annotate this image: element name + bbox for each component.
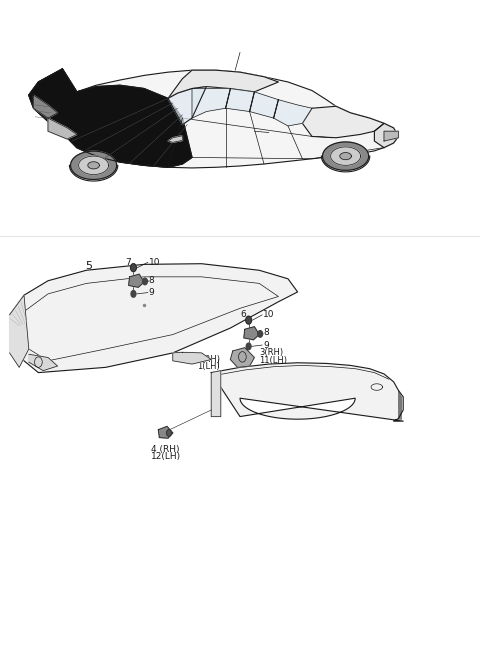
Polygon shape — [29, 69, 398, 168]
Text: 6: 6 — [240, 310, 246, 319]
Circle shape — [167, 430, 171, 436]
Polygon shape — [211, 371, 221, 417]
Polygon shape — [250, 92, 278, 118]
Text: 1(LH): 1(LH) — [197, 361, 220, 371]
Polygon shape — [158, 426, 173, 438]
Polygon shape — [29, 69, 192, 167]
Circle shape — [131, 291, 136, 297]
Text: 9: 9 — [149, 288, 155, 297]
Polygon shape — [79, 156, 108, 174]
Text: 8: 8 — [149, 276, 155, 285]
Polygon shape — [211, 363, 403, 421]
Text: 11(LH): 11(LH) — [259, 356, 287, 365]
Polygon shape — [10, 295, 29, 367]
Circle shape — [131, 264, 136, 272]
Polygon shape — [71, 151, 117, 180]
Text: 12(LH): 12(LH) — [151, 452, 180, 461]
Polygon shape — [274, 100, 312, 126]
Circle shape — [258, 331, 263, 337]
Text: 10: 10 — [149, 258, 160, 267]
Polygon shape — [384, 131, 398, 141]
Polygon shape — [129, 274, 144, 287]
Text: 8: 8 — [263, 328, 269, 337]
Polygon shape — [48, 118, 77, 139]
Polygon shape — [226, 89, 254, 112]
Circle shape — [143, 278, 147, 285]
Polygon shape — [173, 352, 211, 364]
Text: 4 (RH): 4 (RH) — [151, 445, 180, 454]
Polygon shape — [244, 327, 259, 340]
Polygon shape — [374, 123, 398, 148]
Polygon shape — [230, 348, 254, 367]
Polygon shape — [168, 87, 206, 125]
Text: 2(RH): 2(RH) — [197, 355, 221, 364]
Polygon shape — [10, 264, 298, 373]
Text: 7: 7 — [125, 258, 131, 267]
Polygon shape — [323, 142, 369, 171]
Text: 9: 9 — [263, 340, 269, 350]
Polygon shape — [168, 136, 182, 142]
Polygon shape — [168, 70, 278, 98]
Polygon shape — [340, 153, 351, 159]
Polygon shape — [29, 354, 58, 371]
Polygon shape — [302, 106, 384, 138]
Circle shape — [246, 316, 252, 324]
Polygon shape — [192, 89, 230, 118]
Polygon shape — [34, 95, 58, 118]
Polygon shape — [88, 162, 99, 169]
Text: 10: 10 — [263, 310, 275, 319]
Polygon shape — [331, 147, 360, 165]
Text: 5: 5 — [85, 260, 92, 271]
Text: 3(RH): 3(RH) — [259, 348, 283, 358]
Circle shape — [246, 343, 251, 350]
